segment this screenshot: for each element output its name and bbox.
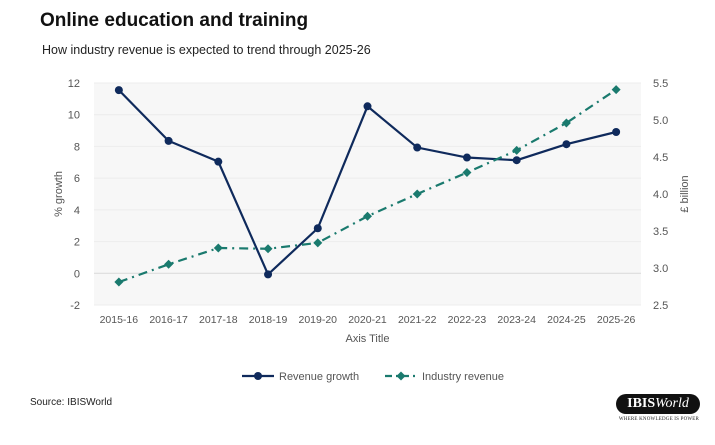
x-tick-label: 2020-21 (348, 314, 387, 326)
data-point (313, 224, 322, 233)
y-tick-label: 8 (74, 141, 80, 153)
y2-tick-label: 3.5 (653, 226, 668, 238)
logo-tagline: WHERE KNOWLEDGE IS POWER (618, 417, 700, 422)
data-point (612, 127, 621, 136)
y-tick-label: 2 (74, 237, 80, 249)
y-axis-title: % growth (53, 171, 65, 217)
y-tick-label: 12 (68, 78, 80, 90)
data-point (114, 277, 124, 287)
legend-label: Industry revenue (422, 371, 504, 383)
data-point (164, 136, 173, 145)
y2-tick-label: 4.5 (653, 152, 668, 164)
x-tick-label: 2021-22 (398, 314, 437, 326)
y-tick-label: -2 (70, 300, 80, 312)
series-line-industry-revenue (118, 88, 617, 284)
data-point (562, 140, 571, 149)
y2-tick-label: 3.0 (653, 263, 668, 275)
x-tick-label: 2015-16 (100, 314, 139, 326)
y2-tick-label: 5.0 (653, 115, 668, 127)
ibisworld-logo: IBISWorld (616, 394, 700, 414)
data-point (114, 86, 123, 95)
data-point (213, 243, 223, 253)
data-point (462, 168, 472, 178)
data-point (512, 145, 522, 155)
plot-area (94, 83, 641, 305)
data-point (462, 153, 471, 162)
y2-tick-label: 2.5 (653, 300, 668, 312)
data-point (164, 259, 174, 269)
data-point (313, 238, 323, 248)
x-axis-title: Axis Title (345, 333, 389, 345)
data-point (363, 211, 372, 221)
data-point (363, 102, 372, 111)
data-point (512, 156, 521, 165)
legend-marker (254, 372, 262, 380)
y2-tick-label: 5.5 (653, 78, 668, 90)
x-tick-label: 2019-20 (298, 314, 337, 326)
y-tick-label: 0 (74, 268, 80, 280)
legend-marker (396, 371, 406, 381)
x-tick-label: 2023-24 (497, 314, 536, 326)
y-tick-label: 10 (68, 110, 80, 122)
legend-label: Revenue growth (279, 371, 359, 383)
data-point (214, 157, 223, 166)
data-point (413, 143, 422, 152)
source-note: Source: IBISWorld (30, 397, 113, 408)
x-tick-label: 2025-26 (597, 314, 636, 326)
x-tick-label: 2022-23 (448, 314, 487, 326)
x-tick-label: 2024-25 (547, 314, 586, 326)
data-point (412, 189, 422, 199)
x-tick-label: 2018-19 (249, 314, 288, 326)
y-tick-label: 6 (74, 173, 80, 185)
y2-tick-label: 4.0 (653, 189, 668, 201)
data-point (561, 118, 571, 128)
y2-axis-title: £ billion (679, 175, 691, 212)
chart-title: Online education and training (40, 10, 309, 31)
data-point (263, 244, 273, 254)
data-point (264, 270, 273, 279)
x-tick-label: 2016-17 (149, 314, 188, 326)
x-tick-label: 2017-18 (199, 314, 238, 326)
data-point (611, 85, 621, 95)
y-tick-label: 4 (74, 205, 80, 217)
chart-subtitle: How industry revenue is expected to tren… (42, 43, 371, 57)
